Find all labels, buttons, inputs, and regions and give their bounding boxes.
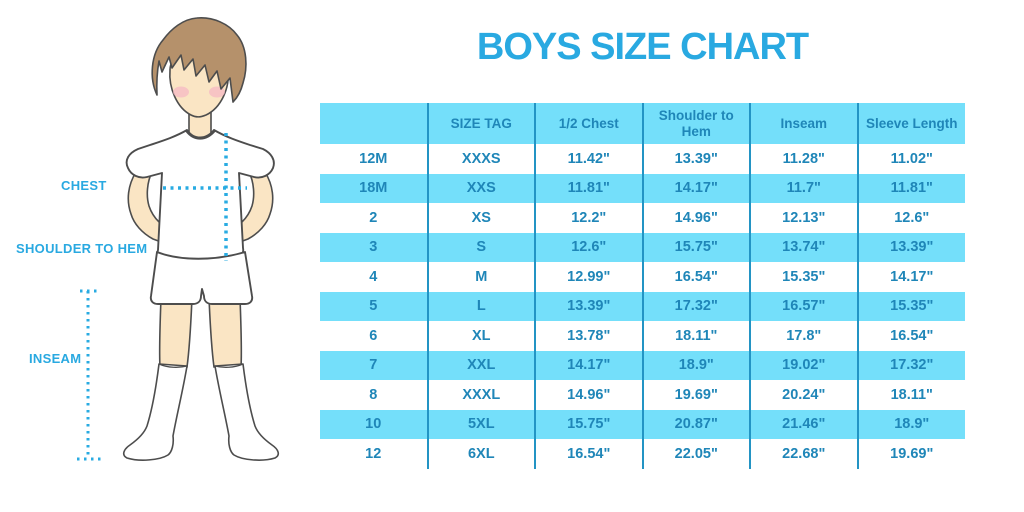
table-row: 3 S 12.6" 15.75" 13.74" 13.39"	[320, 232, 965, 262]
table-row: 8 XXXL 14.96" 19.69" 20.24" 18.11"	[320, 380, 965, 410]
size-tag-cell: 5XL	[426, 409, 535, 439]
age-cell: 4	[320, 262, 428, 292]
header-cell-inseam: Inseam	[749, 103, 858, 144]
measurement-cell: 18.9"	[856, 409, 965, 439]
measurement-cell: 20.24"	[749, 380, 858, 410]
age-cell: 7	[320, 350, 428, 380]
table-row: 4 M 12.99" 16.54" 15.35" 14.17"	[320, 262, 965, 292]
table-row: 18M XXS 11.81" 14.17" 11.7" 11.81"	[320, 173, 965, 203]
measurement-cell: 19.02"	[749, 350, 858, 380]
shoulder-to-hem-label: SHOULDER TO HEM	[16, 241, 148, 256]
measurement-cell: 14.17"	[641, 173, 750, 203]
measurement-cell: 17.32"	[641, 291, 750, 321]
size-tag-cell: XXXS	[426, 144, 535, 174]
boy-illustration	[77, 17, 280, 461]
age-cell: 12M	[320, 144, 428, 174]
header-row: SIZE TAG 1/2 Chest Shoulder to Hem Insea…	[320, 103, 965, 144]
header-cell-sleeve-length: Sleeve Length	[856, 103, 965, 144]
size-tag-cell: XXS	[426, 173, 535, 203]
measurement-cell: 11.81"	[856, 173, 965, 203]
measurement-cell: 12.6"	[534, 232, 643, 262]
measurement-cell: 19.69"	[641, 380, 750, 410]
measurement-cell: 16.54"	[641, 262, 750, 292]
measurement-cell: 22.68"	[749, 439, 858, 469]
measurement-cell: 18.11"	[641, 321, 750, 351]
measurement-cell: 15.75"	[534, 409, 643, 439]
table-row: 7 XXL 14.17" 18.9" 19.02" 17.32"	[320, 350, 965, 380]
table-row: 6 XL 13.78" 18.11" 17.8" 16.54"	[320, 321, 965, 351]
table-row: 12 6XL 16.54" 22.05" 22.68" 19.69"	[320, 439, 965, 469]
measurement-cell: 12.13"	[749, 203, 858, 233]
measurement-cell: 15.75"	[641, 232, 750, 262]
measurement-cell: 13.39"	[856, 232, 965, 262]
measurement-cell: 17.32"	[856, 350, 965, 380]
measurement-cell: 13.74"	[749, 232, 858, 262]
measurement-cell: 12.99"	[534, 262, 643, 292]
measurement-cell: 17.8"	[749, 321, 858, 351]
header-cell-shoulder-to-hem: Shoulder to Hem	[641, 103, 750, 144]
measurement-cell: 13.78"	[534, 321, 643, 351]
age-cell: 3	[320, 232, 428, 262]
size-tag-cell: XL	[426, 321, 535, 351]
measurement-cell: 15.35"	[749, 262, 858, 292]
size-tag-cell: 6XL	[426, 439, 535, 469]
measurement-cell: 21.46"	[749, 409, 858, 439]
measurement-cell: 14.96"	[641, 203, 750, 233]
size-table-body: 12M XXXS 11.42" 13.39" 11.28" 11.02" 18M XXS 11.…	[320, 144, 965, 469]
measurement-cell: 13.39"	[641, 144, 750, 174]
measurement-cell: 11.7"	[749, 173, 858, 203]
age-cell: 6	[320, 321, 428, 351]
measurement-cell: 16.54"	[534, 439, 643, 469]
age-cell: 5	[320, 291, 428, 321]
measurement-cell: 15.35"	[856, 291, 965, 321]
measurement-cell: 11.42"	[534, 144, 643, 174]
size-tag-cell: L	[426, 291, 535, 321]
table-row: 2 XS 12.2" 14.96" 12.13" 12.6"	[320, 203, 965, 233]
figure-area: CHEST SHOULDER TO HEM INSEAM	[0, 0, 320, 512]
measurement-cell: 19.69"	[856, 439, 965, 469]
measurement-cell: 12.2"	[534, 203, 643, 233]
measurement-cell: 22.05"	[641, 439, 750, 469]
measurement-cell: 13.39"	[534, 291, 643, 321]
age-cell: 10	[320, 409, 428, 439]
table-row: 10 5XL 15.75" 20.87" 21.46" 18.9"	[320, 409, 965, 439]
measurement-cell: 20.87"	[641, 409, 750, 439]
table-row: 5 L 13.39" 17.32" 16.57" 15.35"	[320, 291, 965, 321]
size-table-header: SIZE TAG 1/2 Chest Shoulder to Hem Insea…	[320, 103, 965, 144]
header-cell-age	[320, 103, 428, 144]
chest-label: CHEST	[61, 178, 107, 193]
page-title: BOYS SIZE CHART	[476, 26, 809, 68]
header-cell-size-tag: SIZE TAG	[426, 103, 535, 144]
size-tag-cell: S	[426, 232, 535, 262]
measurement-cell: 12.6"	[856, 203, 965, 233]
size-table: SIZE TAG 1/2 Chest Shoulder to Hem Insea…	[320, 103, 965, 469]
table-row: 12M XXXS 11.42" 13.39" 11.28" 11.02"	[320, 144, 965, 174]
measurement-cell: 16.57"	[749, 291, 858, 321]
age-cell: 18M	[320, 173, 428, 203]
age-cell: 2	[320, 203, 428, 233]
size-tag-cell: M	[426, 262, 535, 292]
measurement-cell: 11.28"	[749, 144, 858, 174]
header-cell-half-chest: 1/2 Chest	[534, 103, 643, 144]
measurement-cell: 11.02"	[856, 144, 965, 174]
measurement-cell: 18.9"	[641, 350, 750, 380]
measurement-cell: 16.54"	[856, 321, 965, 351]
measurement-cell: 18.11"	[856, 380, 965, 410]
age-cell: 12	[320, 439, 428, 469]
measurement-cell: 14.17"	[856, 262, 965, 292]
measurement-cell: 14.17"	[534, 350, 643, 380]
size-tag-cell: XS	[426, 203, 535, 233]
measurement-cell: 11.81"	[534, 173, 643, 203]
inseam-label: INSEAM	[29, 351, 82, 366]
age-cell: 8	[320, 380, 428, 410]
measure-lines	[77, 133, 247, 461]
size-tag-cell: XXL	[426, 350, 535, 380]
size-tag-cell: XXXL	[426, 380, 535, 410]
measurement-cell: 14.96"	[534, 380, 643, 410]
